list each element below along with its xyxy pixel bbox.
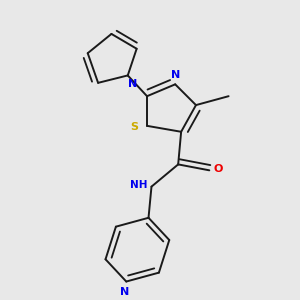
Text: NH: NH (130, 180, 148, 190)
Text: N: N (120, 287, 129, 297)
Text: S: S (130, 122, 139, 132)
Text: N: N (128, 79, 138, 89)
Text: O: O (214, 164, 223, 174)
Text: N: N (172, 70, 181, 80)
